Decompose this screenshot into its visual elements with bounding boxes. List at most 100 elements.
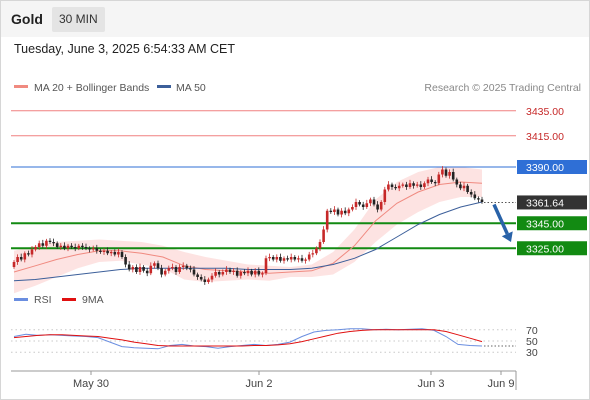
candle — [480, 196, 484, 204]
candle-body — [415, 184, 419, 186]
candle — [383, 186, 387, 205]
candle — [336, 207, 340, 217]
level-tag-3345.00 — [517, 216, 587, 231]
candle — [473, 191, 477, 201]
candle-body — [412, 183, 415, 186]
candle — [423, 181, 426, 189]
candle — [246, 267, 250, 277]
timeframe-button[interactable]: 30 MIN — [52, 7, 105, 32]
candle-body — [34, 247, 37, 250]
candle-body — [354, 202, 358, 207]
level-label-3345.00: 3345.00 — [526, 218, 564, 230]
rsi-tick-label-30: 30 — [526, 347, 538, 359]
candle-body — [451, 172, 455, 180]
x-tick-label-May-30: May 30 — [73, 378, 109, 390]
candle — [131, 265, 135, 273]
candle-body — [401, 184, 405, 186]
forecast-arrow — [492, 203, 513, 242]
legend-swatch-ma50 — [157, 85, 171, 88]
candle-body — [131, 267, 135, 270]
candle-body — [372, 199, 376, 205]
candle-body — [185, 265, 189, 269]
candle — [307, 251, 311, 262]
candle-body — [257, 270, 261, 275]
candle — [426, 176, 430, 187]
candle-body — [45, 240, 48, 246]
candle-body — [203, 279, 207, 282]
candle — [361, 201, 365, 210]
candle-body — [192, 269, 196, 275]
candle-body — [469, 192, 473, 195]
candle-body — [181, 265, 185, 267]
candle — [23, 251, 27, 263]
candle-body — [196, 274, 199, 277]
candle-body — [239, 272, 243, 276]
bollinger-bands — [14, 167, 482, 294]
candle — [81, 243, 84, 250]
candle-body — [19, 257, 23, 260]
candle-body — [275, 257, 279, 260]
candle — [77, 243, 81, 251]
legend-swatch-rsi — [14, 298, 28, 301]
candle-body — [171, 267, 174, 269]
candle — [235, 267, 239, 278]
candle — [415, 181, 419, 188]
last-price-label: 3361.64 — [526, 197, 564, 209]
candle-body — [84, 247, 88, 249]
level-label-3390.00: 3390.00 — [526, 162, 564, 174]
candle — [156, 260, 160, 271]
candle — [171, 263, 174, 271]
candle-body — [91, 248, 95, 250]
candle-body — [448, 172, 451, 176]
candle — [185, 263, 189, 271]
candle — [203, 276, 207, 285]
legend-ma50-label: MA 50 — [176, 82, 206, 94]
candle — [401, 182, 405, 188]
candle — [347, 207, 351, 217]
candle — [325, 208, 329, 233]
level-labels: 3435.00 3415.00 3390.00 3345.00 3325.00 3361.… — [517, 106, 587, 256]
candle-body — [113, 252, 117, 255]
candle — [70, 243, 73, 249]
candle-body — [315, 248, 318, 254]
candle-body — [88, 248, 91, 250]
candle-body — [48, 240, 52, 242]
candle-body — [189, 268, 192, 270]
candle-body — [441, 169, 444, 175]
candle-body — [397, 185, 401, 189]
candle — [257, 267, 261, 277]
candle — [210, 273, 214, 283]
x-tick-label-Jun-3: Jun 3 — [418, 378, 445, 390]
candle — [84, 243, 88, 251]
candle — [300, 254, 304, 263]
candle-body — [336, 209, 340, 215]
candle — [372, 196, 376, 207]
candle — [63, 242, 66, 251]
candle-body — [322, 229, 325, 242]
candle — [19, 253, 23, 262]
candle — [430, 176, 433, 184]
candle — [369, 197, 372, 207]
candle-body — [387, 184, 390, 190]
x-tick-label-Jun-2: Jun 2 — [246, 378, 273, 390]
candle-body — [318, 242, 322, 249]
candle — [351, 204, 354, 212]
candle-body — [142, 267, 145, 271]
candle — [153, 261, 156, 269]
candle — [138, 263, 142, 275]
candle — [120, 250, 124, 259]
candle-body — [217, 272, 221, 275]
research-credit: Research © 2025 Trading Central — [424, 82, 581, 94]
candle-body — [466, 185, 469, 192]
candle — [466, 183, 469, 194]
candle-body — [117, 252, 120, 255]
candle-body — [358, 202, 361, 205]
candle — [264, 255, 268, 276]
candle — [127, 261, 131, 272]
candle-body — [95, 248, 99, 251]
candle-body — [289, 257, 293, 260]
candlesticks — [12, 166, 484, 285]
rsi-tick-label-50: 50 — [526, 336, 538, 348]
candle — [354, 198, 358, 210]
